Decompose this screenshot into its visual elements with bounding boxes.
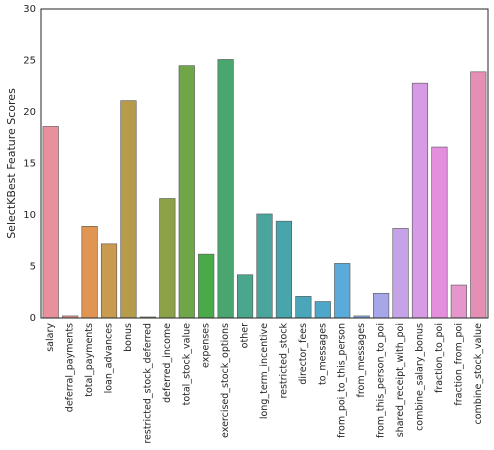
bar-total_stock_value: [178, 65, 195, 319]
x-tick-label: other: [240, 323, 251, 348]
bar-combine_salary_bonus: [411, 82, 429, 319]
x-tick-label: total_payments: [84, 323, 95, 397]
bar-combine_stock_value: [470, 71, 487, 319]
bar-fraction_from_poi: [450, 284, 467, 319]
x-tick-label: from_messages: [356, 323, 367, 398]
x-tick-label: director_fees: [298, 323, 309, 385]
x-tick-label: fraction_to_poi: [434, 323, 445, 393]
bar-long_term_incentive: [256, 213, 273, 319]
y-tick-label: 15: [23, 159, 36, 170]
bar-loan_advances: [100, 243, 118, 319]
x-tick-label: combine_salary_bonus: [414, 323, 425, 431]
x-tick-label: salary: [45, 323, 56, 352]
x-tick-label: exercised_stock_options: [220, 323, 231, 438]
bar-from_this_person_to_poi: [373, 292, 390, 319]
bar-expenses: [198, 253, 215, 319]
bar-total_payments: [81, 226, 98, 319]
bars-layer: [42, 59, 487, 319]
x-axis-ticks: salary deferral_payments total_payments loa…: [45, 323, 484, 444]
y-tick-label: 25: [23, 56, 36, 67]
y-tick-label: 5: [30, 262, 36, 273]
bar-from_poi_to_this_person: [334, 263, 351, 319]
bar-exercised_stock_options: [217, 59, 234, 319]
x-tick-label: restricted_stock_deferred: [142, 323, 153, 444]
y-tick-label: 10: [23, 210, 36, 221]
x-tick-label: loan_advances: [104, 323, 115, 393]
y-tick-label: 30: [23, 4, 36, 15]
x-tick-label: bonus: [123, 323, 134, 352]
x-tick-label: combine_stock_value: [473, 323, 484, 425]
bar-bonus: [120, 100, 137, 319]
bar-salary: [42, 126, 59, 319]
x-tick-label: to_messages: [317, 323, 328, 385]
plot-frame: [40, 8, 489, 319]
y-tick-label: 20: [23, 107, 36, 118]
x-tick-label: deferred_income: [162, 323, 173, 403]
x-tick-label: fraction_from_poi: [453, 323, 464, 406]
x-tick-label: long_term_incentive: [259, 323, 270, 419]
x-tick-label: from_poi_to_this_person: [337, 323, 348, 438]
x-tick-label: restricted_stock: [278, 323, 289, 399]
x-tick-label: total_stock_value: [181, 323, 192, 406]
y-axis-label: SelectKBest Feature Scores: [5, 88, 18, 239]
bar-other: [236, 274, 254, 319]
bar-shared_receipt_with_poi: [392, 228, 409, 319]
x-tick-label: expenses: [201, 323, 212, 368]
y-tick-label: 0: [30, 313, 36, 324]
bar-to_messages: [314, 301, 331, 319]
bar-fraction_to_poi: [431, 146, 448, 319]
x-tick-label: shared_receipt_with_poi: [395, 323, 406, 437]
bar-deferred_income: [159, 198, 176, 319]
y-axis-ticks: 0 5 10 15 20 25 30: [23, 4, 36, 324]
bar-director_fees: [295, 296, 312, 319]
x-tick-label: from_this_person_to_poi: [376, 323, 387, 438]
bar-restricted_stock: [275, 220, 293, 319]
x-tick-label: deferral_payments: [65, 323, 76, 412]
